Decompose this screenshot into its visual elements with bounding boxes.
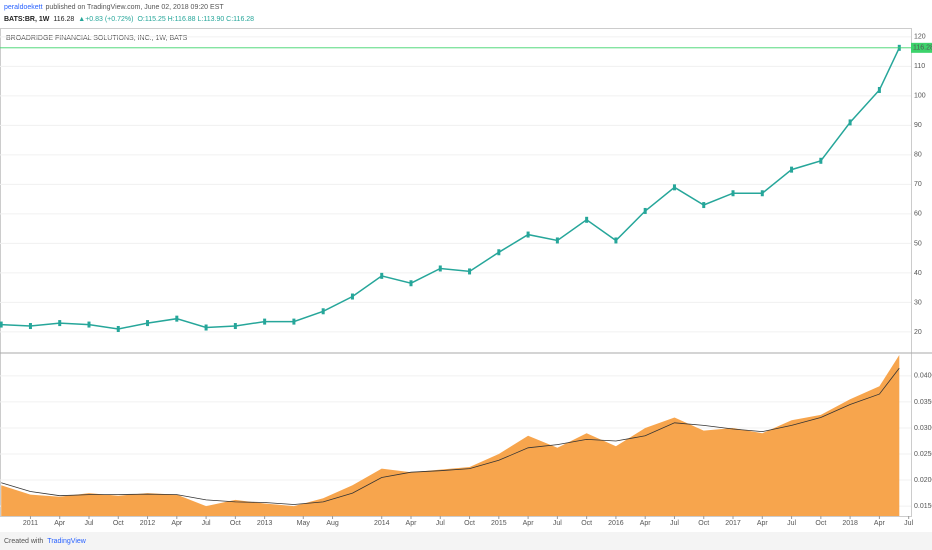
x-tick-label: 2011 [23, 520, 38, 527]
candle [380, 272, 384, 279]
x-tick-label: Oct [230, 520, 241, 527]
x-tick-label: Jul [670, 520, 679, 527]
x-tick-label: 2016 [608, 520, 624, 527]
x-tick-label: Oct [815, 520, 826, 527]
candle [409, 280, 413, 287]
candle [87, 321, 91, 328]
moving-average [1, 367, 900, 505]
y-tick-label: 110 [914, 63, 925, 70]
y-tick-label: 100 [914, 93, 926, 100]
y-tick-label: 50 [914, 240, 922, 247]
candle [175, 315, 179, 322]
candle [877, 86, 881, 93]
x-tick-label: Jul [787, 520, 796, 527]
candle [58, 320, 62, 327]
candle [672, 184, 676, 191]
y-tick-label: 0.0400 [914, 373, 932, 380]
candle [760, 190, 764, 197]
x-tick-label: Aug [326, 520, 339, 527]
candle [555, 237, 559, 244]
y-tick-label: 30 [914, 299, 922, 306]
x-tick-label: Apr [757, 520, 769, 527]
last: 116.28 [53, 16, 74, 23]
x-tick-label: Apr [54, 520, 66, 527]
candle [468, 268, 472, 275]
published: published on TradingView.com, June 02, 2… [46, 4, 225, 11]
y-tick-label: 120 [914, 34, 926, 41]
change: ▲+0.83 (+0.72%) [78, 16, 133, 23]
x-tick-label: Jul [553, 520, 562, 527]
x-tick-label: Oct [698, 520, 709, 527]
y-tick-label: 40 [914, 270, 922, 277]
candle [116, 325, 120, 332]
chart-title: BROADRIDGE FINANCIAL SOLUTIONS, INC., 1W… [6, 35, 188, 42]
candle [204, 324, 208, 331]
x-tick-label: May [297, 520, 311, 527]
candle [146, 320, 150, 327]
x-tick-label: 2013 [257, 520, 273, 527]
last-price-label: 116.28 [913, 45, 932, 52]
candle [526, 231, 530, 238]
x-tick-label: 2015 [491, 520, 507, 527]
candle [585, 216, 589, 223]
y-tick-label: 70 [914, 181, 922, 188]
x-tick-label: Apr [874, 520, 886, 527]
x-tick-label: Oct [581, 520, 592, 527]
candle [643, 207, 647, 214]
x-tick-label: 2014 [374, 520, 390, 527]
y-tick-label: 20 [914, 329, 922, 336]
symbol-line: BATS:BR, 1W 116.28 ▲+0.83 (+0.72%) O:115.25… [4, 16, 254, 23]
footer: Created with TradingView [4, 538, 87, 545]
candle [292, 318, 296, 325]
price-line [1, 47, 900, 330]
y-tick-label: 90 [914, 122, 922, 129]
ohlc: O:115.25 H:116.88 L:113.90 C:116.28 [137, 16, 254, 23]
candle [790, 166, 794, 173]
x-tick-label: Apr [406, 520, 418, 527]
y-tick-label: 60 [914, 211, 922, 218]
brand[interactable]: TradingView [47, 538, 86, 545]
y-tick-label: 80 [914, 152, 922, 159]
x-tick-label: Jul [85, 520, 94, 527]
area [1, 355, 900, 516]
x-tick-label: 2018 [842, 520, 858, 527]
created: Created with [4, 538, 43, 545]
symbol: BATS:BR, 1W [4, 16, 50, 23]
x-tick-label: Oct [113, 520, 124, 527]
candle [497, 249, 501, 256]
candle [819, 157, 823, 164]
x-tick-label: Jul [202, 520, 211, 527]
candle [848, 119, 852, 126]
author[interactable]: peraldoekett [4, 4, 43, 11]
candle [614, 237, 618, 244]
x-tick-label: Apr [171, 520, 183, 527]
x-tick-label: Apr [523, 520, 535, 527]
x-tick-label: 2012 [140, 520, 156, 527]
candle [321, 308, 325, 315]
x-tick-label: Oct [464, 520, 475, 527]
last-price-box [911, 42, 932, 53]
candle [702, 202, 706, 209]
footer-bar [0, 532, 932, 550]
header-line: peraldoekett published on TradingView.com… [4, 4, 224, 11]
x-tick-label: Jul [436, 520, 445, 527]
candle [731, 190, 735, 197]
candle [233, 323, 237, 330]
candle [350, 293, 354, 300]
candle [438, 265, 442, 272]
x-tick-label: 2017 [725, 520, 741, 527]
candle [0, 321, 3, 328]
candle [263, 318, 267, 325]
x-tick-label: Jul [904, 520, 913, 527]
x-tick-label: Apr [640, 520, 652, 527]
candle [28, 323, 32, 330]
